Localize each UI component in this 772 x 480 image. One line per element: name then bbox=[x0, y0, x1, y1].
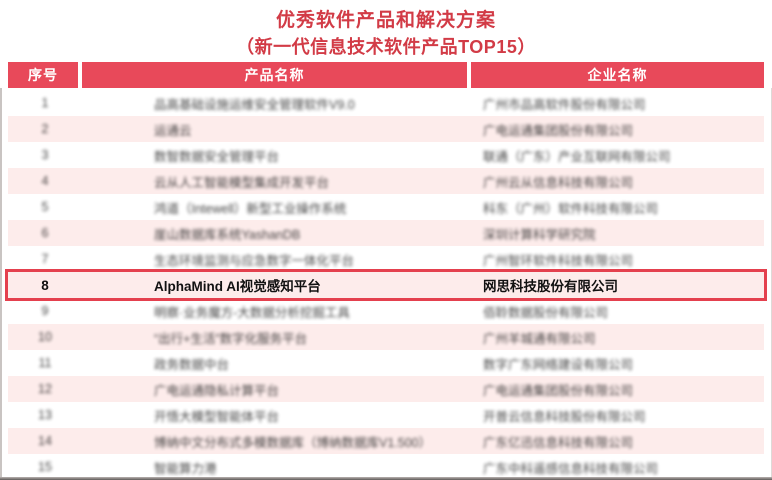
table-row: 12 广电运通隐私计算平台 广电运通集团股份有限公司 bbox=[8, 376, 764, 402]
product-name: 开悟大模型智能体平台 bbox=[154, 409, 280, 424]
title-block: 优秀软件产品和解决方案 （新一代信息技术软件产品TOP15） bbox=[0, 0, 772, 60]
company-name: 广电运通集团股份有限公司 bbox=[483, 123, 634, 138]
product-name: 明察·业务魔方-大数据分析挖掘工具 bbox=[154, 305, 350, 320]
company-name: 开普云信息科技股份有限公司 bbox=[483, 409, 646, 424]
row-number: 11 bbox=[38, 356, 52, 370]
product-name: 广电运通隐私计算平台 bbox=[154, 383, 280, 398]
company-name: 广州云从信息科技有限公司 bbox=[483, 175, 634, 190]
header-cell-no: 序号 bbox=[8, 62, 78, 88]
header-cell-company: 企业名称 bbox=[471, 62, 764, 88]
company-name: 广东亿迅信息科技有限公司 bbox=[483, 435, 634, 450]
table-row: 3 数智数据安全管理平台 联通（广东）产业互联网有限公司 bbox=[8, 142, 764, 168]
row-number: 15 bbox=[38, 460, 52, 474]
table-row: 6 崖山数据库系统YashanDB 深圳计算科学研究院 bbox=[8, 220, 764, 246]
table-body: 1 品高基础设施运维安全管理软件V9.0 广州市品高软件股份有限公司 2 运通云… bbox=[5, 90, 767, 480]
company-name: 广州羊城通有限公司 bbox=[483, 331, 596, 346]
row-number: 7 bbox=[41, 252, 49, 266]
product-name: 云从人工智能模型集成开发平台 bbox=[154, 175, 330, 190]
product-name: 数智数据安全管理平台 bbox=[154, 149, 280, 164]
product-name: 品高基础设施运维安全管理软件V9.0 bbox=[154, 97, 355, 112]
company-name: 深圳计算科学研究院 bbox=[483, 227, 596, 242]
page-title: 优秀软件产品和解决方案 bbox=[275, 10, 496, 31]
table-row: 14 博纳中文分布式多模数据库（博纳数据库V1.500） 广东亿迅信息科技有限公… bbox=[8, 428, 764, 454]
table-header-row: 序号 产品名称 企业名称 bbox=[8, 62, 764, 88]
row-number: 13 bbox=[38, 408, 52, 422]
row-number: 9 bbox=[41, 304, 49, 318]
row-number: 10 bbox=[38, 330, 52, 344]
row-number: 4 bbox=[41, 174, 49, 188]
product-name: 鸿道（Intewell）新型工业操作系统 bbox=[154, 201, 347, 216]
product-name: 运通云 bbox=[154, 123, 192, 138]
row-number: 6 bbox=[41, 226, 49, 240]
product-name: 崖山数据库系统YashanDB bbox=[154, 227, 301, 242]
row-number: 14 bbox=[38, 434, 52, 448]
company-name: 广州智环软件科技有限公司 bbox=[483, 253, 634, 268]
product-name: AlphaMind AI视觉感知平台 bbox=[154, 279, 321, 294]
header-cell-product: 产品名称 bbox=[82, 62, 467, 88]
product-name: 智能算力港 bbox=[154, 461, 217, 476]
company-name: 网思科技股份有限公司 bbox=[483, 279, 618, 294]
page-subtitle: （新一代信息技术软件产品TOP15） bbox=[236, 37, 536, 57]
company-name: 联通（广东）产业互联网有限公司 bbox=[483, 149, 671, 164]
product-name: “出行+生活”数字化服务平台 bbox=[154, 331, 308, 346]
company-name: 数字广东网络建设有限公司 bbox=[483, 357, 634, 372]
table-row: 2 运通云 广电运通集团股份有限公司 bbox=[8, 116, 764, 142]
company-name: 佰聆数据股份有限公司 bbox=[483, 305, 609, 320]
table-row: 10 “出行+生活”数字化服务平台 广州羊城通有限公司 bbox=[8, 324, 764, 350]
table-row: 13 开悟大模型智能体平台 开普云信息科技股份有限公司 bbox=[8, 402, 764, 428]
table-row: 1 品高基础设施运维安全管理软件V9.0 广州市品高软件股份有限公司 bbox=[8, 90, 764, 116]
top15-table: 序号 产品名称 企业名称 1 品高基础设施运维安全管理软件V9.0 广州市品高软… bbox=[5, 62, 767, 480]
table-row: 15 智能算力港 广东中科遥感信息科技有限公司 bbox=[8, 454, 764, 480]
product-name: 博纳中文分布式多模数据库（博纳数据库V1.500） bbox=[154, 435, 432, 450]
table-row-highlighted: 8 AlphaMind AI视觉感知平台 网思科技股份有限公司 bbox=[5, 269, 767, 301]
company-name: 科东（广州）软件科技有限公司 bbox=[483, 201, 659, 216]
table-row: 5 鸿道（Intewell）新型工业操作系统 科东（广州）软件科技有限公司 bbox=[8, 194, 764, 220]
row-number: 8 bbox=[41, 277, 49, 293]
row-number: 3 bbox=[41, 148, 49, 162]
product-name: 政务数据中台 bbox=[154, 357, 230, 372]
company-name: 广电运通集团股份有限公司 bbox=[483, 383, 634, 398]
company-name: 广东中科遥感信息科技有限公司 bbox=[483, 461, 659, 476]
photo-edge-left bbox=[0, 88, 2, 480]
table-row: 4 云从人工智能模型集成开发平台 广州云从信息科技有限公司 bbox=[8, 168, 764, 194]
table-row: 9 明察·业务魔方-大数据分析挖掘工具 佰聆数据股份有限公司 bbox=[8, 298, 764, 324]
table-row: 11 政务数据中台 数字广东网络建设有限公司 bbox=[8, 350, 764, 376]
photo-edge-bottom bbox=[0, 477, 772, 480]
row-number: 5 bbox=[41, 200, 49, 214]
table-row: 7 生态环境监测与应急数字一体化平台 广州智环软件科技有限公司 bbox=[8, 246, 764, 272]
row-number: 2 bbox=[41, 122, 49, 136]
product-name: 生态环境监测与应急数字一体化平台 bbox=[154, 253, 355, 268]
row-number: 1 bbox=[41, 96, 49, 110]
row-number: 12 bbox=[38, 382, 52, 396]
company-name: 广州市品高软件股份有限公司 bbox=[483, 97, 646, 112]
